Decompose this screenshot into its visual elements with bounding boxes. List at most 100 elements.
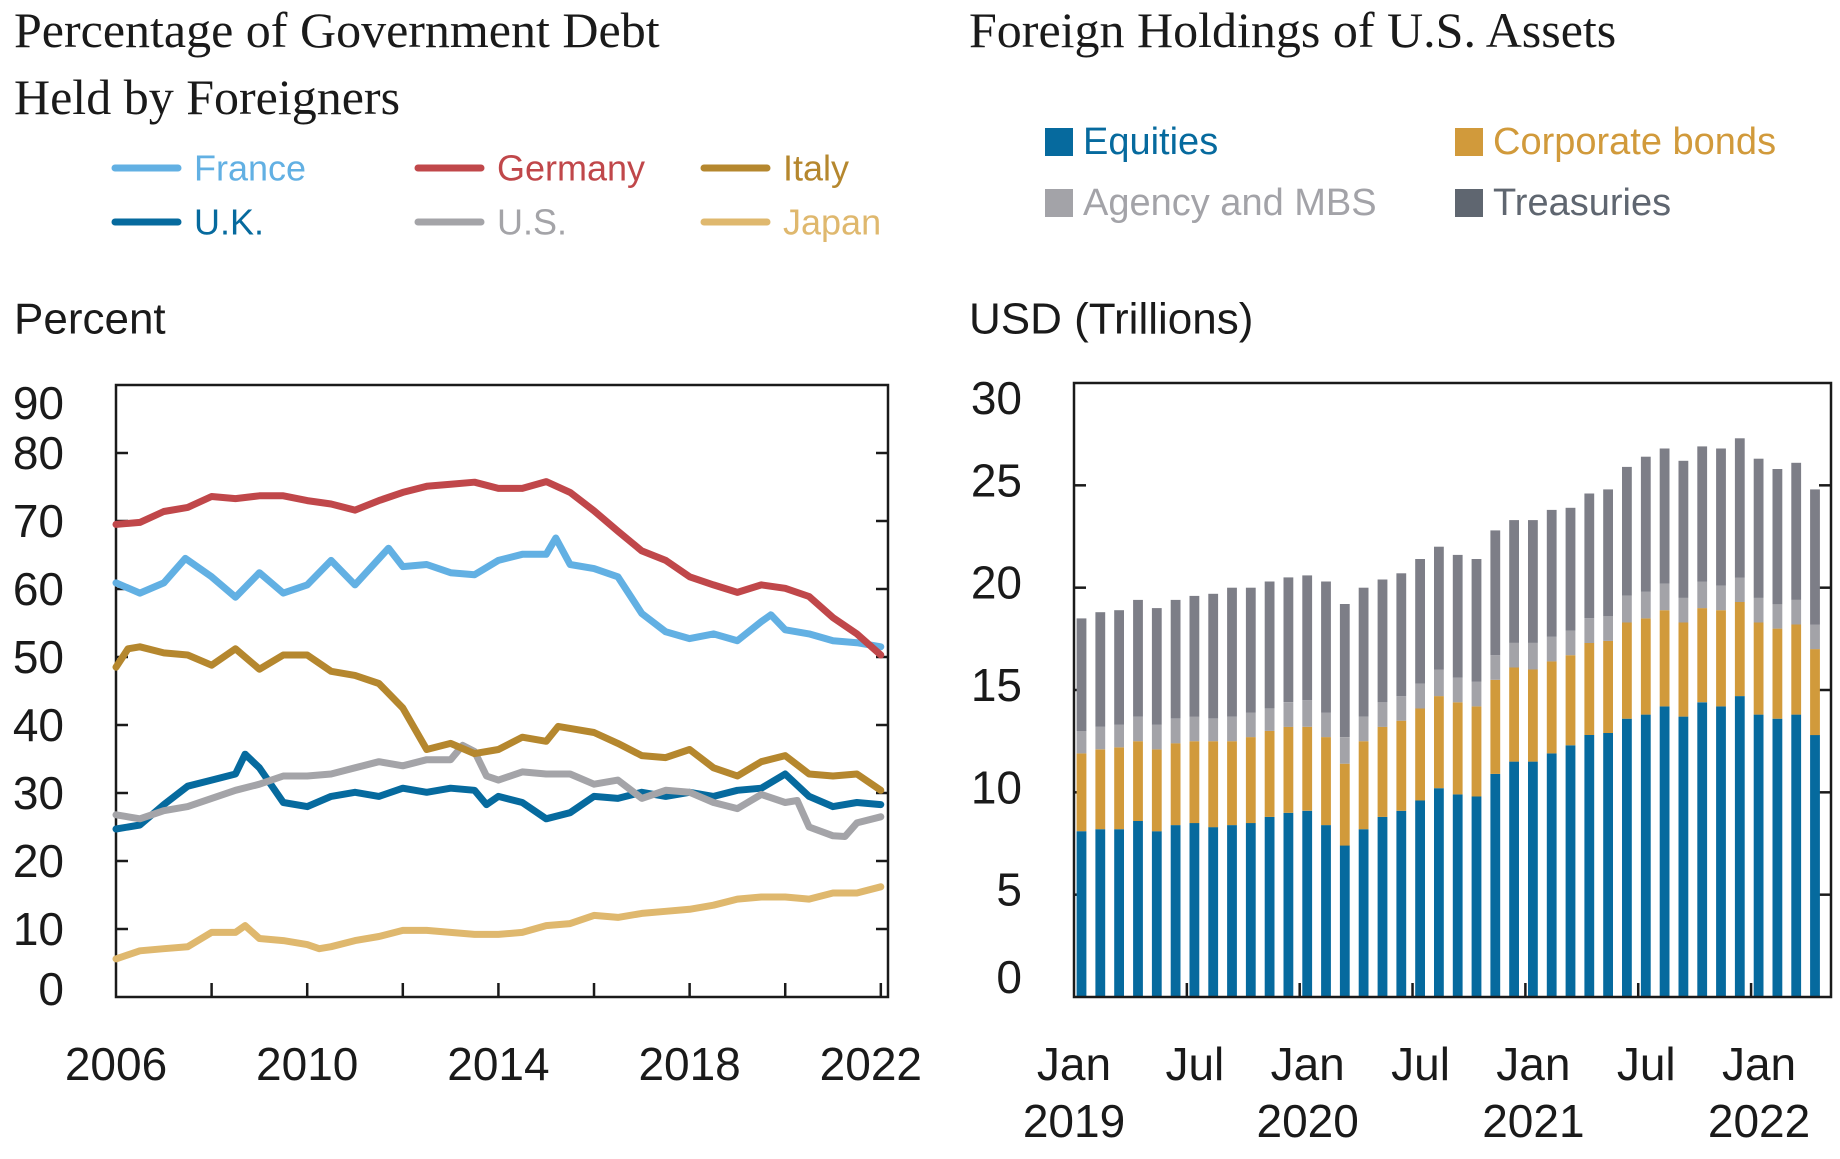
bar-equities [1302, 810, 1313, 997]
y-tick-label: 15 [971, 659, 1022, 711]
bar-corporate-bonds [1264, 730, 1275, 817]
bar-agency-and-mbs [1753, 597, 1764, 623]
bar-equities [1321, 825, 1331, 997]
bar-treasuries [1584, 493, 1595, 619]
bar-equities [1678, 716, 1689, 997]
bar-corporate-bonds [1528, 669, 1538, 762]
bar-treasuries [1076, 618, 1087, 731]
bar-agency-and-mbs [1133, 716, 1143, 742]
bar-treasuries [1622, 466, 1632, 596]
x-tick-label-year: 2021 [1482, 1095, 1584, 1147]
bar-equities [1151, 831, 1162, 997]
bar-equities [1584, 735, 1595, 997]
bar-corporate-bonds [1810, 649, 1820, 736]
bar-equities [1528, 761, 1538, 997]
y-tick-label: 20 [13, 835, 64, 887]
bar-treasuries [1264, 581, 1275, 709]
bar-agency-and-mbs [1377, 702, 1388, 727]
legend-swatch-agency-and-mbs [1045, 189, 1073, 217]
bar-treasuries [1772, 469, 1783, 605]
bar-equities [1509, 761, 1519, 997]
y-tick-label: 30 [971, 372, 1022, 424]
bar-agency-and-mbs [1622, 595, 1632, 623]
series-line-us [112, 741, 885, 840]
left-y-axis-label: Percent [14, 295, 166, 344]
bar-treasuries [1208, 593, 1219, 719]
bar-agency-and-mbs [1339, 737, 1350, 764]
x-tick-label-month: Jan [1496, 1038, 1570, 1090]
legend-swatch-treasuries [1455, 189, 1483, 217]
series-line-france [112, 534, 885, 651]
bar-equities [1640, 714, 1651, 997]
bar-treasuries [1565, 507, 1576, 631]
bar-equities [1697, 702, 1708, 997]
x-tick-label-month: Jul [1391, 1038, 1450, 1090]
x-tick-label-month: Jul [1617, 1038, 1676, 1090]
bar-corporate-bonds [1565, 655, 1576, 746]
bar-corporate-bonds [1659, 610, 1670, 707]
bar-treasuries [1640, 456, 1651, 592]
bar-equities [1189, 823, 1200, 997]
x-tick-label: 2006 [65, 1038, 167, 1090]
bar-treasuries [1170, 599, 1181, 719]
bar-corporate-bonds [1697, 608, 1708, 703]
legend-label: Italy [783, 148, 849, 189]
bar-equities [1208, 827, 1219, 997]
bar-treasuries [1283, 577, 1294, 703]
bar-equities [1415, 800, 1425, 997]
bar-corporate-bonds [1734, 602, 1745, 697]
bar-agency-and-mbs [1584, 618, 1595, 643]
x-tick-label-year: 2020 [1257, 1095, 1359, 1147]
bar-treasuries [1245, 587, 1256, 713]
legend-label: Agency and MBS [1083, 182, 1377, 224]
bar-treasuries [1659, 448, 1670, 584]
bar-corporate-bonds [1133, 741, 1143, 821]
bar-equities [1490, 773, 1501, 997]
bar-agency-and-mbs [1810, 624, 1820, 650]
bar-treasuries [1452, 554, 1463, 678]
legend-label: U.S. [497, 202, 567, 243]
bar-treasuries [1114, 610, 1124, 725]
legend-label: Corporate bonds [1493, 121, 1776, 163]
bar-treasuries [1509, 520, 1519, 643]
bar-corporate-bonds [1114, 747, 1124, 830]
y-tick-label: 80 [13, 427, 64, 479]
series-line-japan [112, 883, 885, 963]
bar-agency-and-mbs [1358, 716, 1369, 742]
bar-corporate-bonds [1716, 610, 1726, 707]
bar-treasuries [1603, 489, 1613, 617]
bar-agency-and-mbs [1640, 591, 1651, 619]
legend-swatch-equities [1045, 128, 1073, 156]
bar-equities [1358, 829, 1369, 997]
bar-corporate-bonds [1170, 743, 1181, 826]
bar-corporate-bonds [1339, 763, 1350, 846]
bar-treasuries [1490, 530, 1501, 656]
bar-equities [1734, 696, 1745, 997]
bar-corporate-bonds [1434, 696, 1444, 789]
bar-agency-and-mbs [1189, 716, 1200, 742]
y-tick-label: 20 [971, 557, 1022, 609]
bar-agency-and-mbs [1452, 677, 1463, 703]
bar-agency-and-mbs [1114, 724, 1124, 748]
bar-equities [1095, 829, 1106, 997]
legend-label: U.K. [194, 202, 264, 243]
bar-treasuries [1302, 575, 1313, 701]
bar-agency-and-mbs [1396, 696, 1407, 721]
y-tick-label: 25 [971, 454, 1022, 506]
bar-agency-and-mbs [1734, 577, 1745, 602]
bar-corporate-bonds [1095, 749, 1106, 830]
x-tick-label: 2022 [820, 1038, 922, 1090]
right-plot-frame [1072, 381, 1833, 999]
bar-corporate-bonds [1452, 702, 1463, 795]
bar-treasuries [1189, 595, 1200, 717]
bar-treasuries [1528, 520, 1538, 643]
bar-corporate-bonds [1321, 737, 1331, 826]
bar-treasuries [1471, 559, 1482, 682]
bar-equities [1434, 788, 1444, 997]
legend-swatch-corporate-bonds [1455, 128, 1483, 156]
bar-corporate-bonds [1546, 661, 1557, 754]
bar-treasuries [1810, 489, 1820, 625]
bar-corporate-bonds [1471, 706, 1482, 797]
bar-equities [1170, 825, 1181, 997]
bar-equities [1753, 714, 1764, 997]
